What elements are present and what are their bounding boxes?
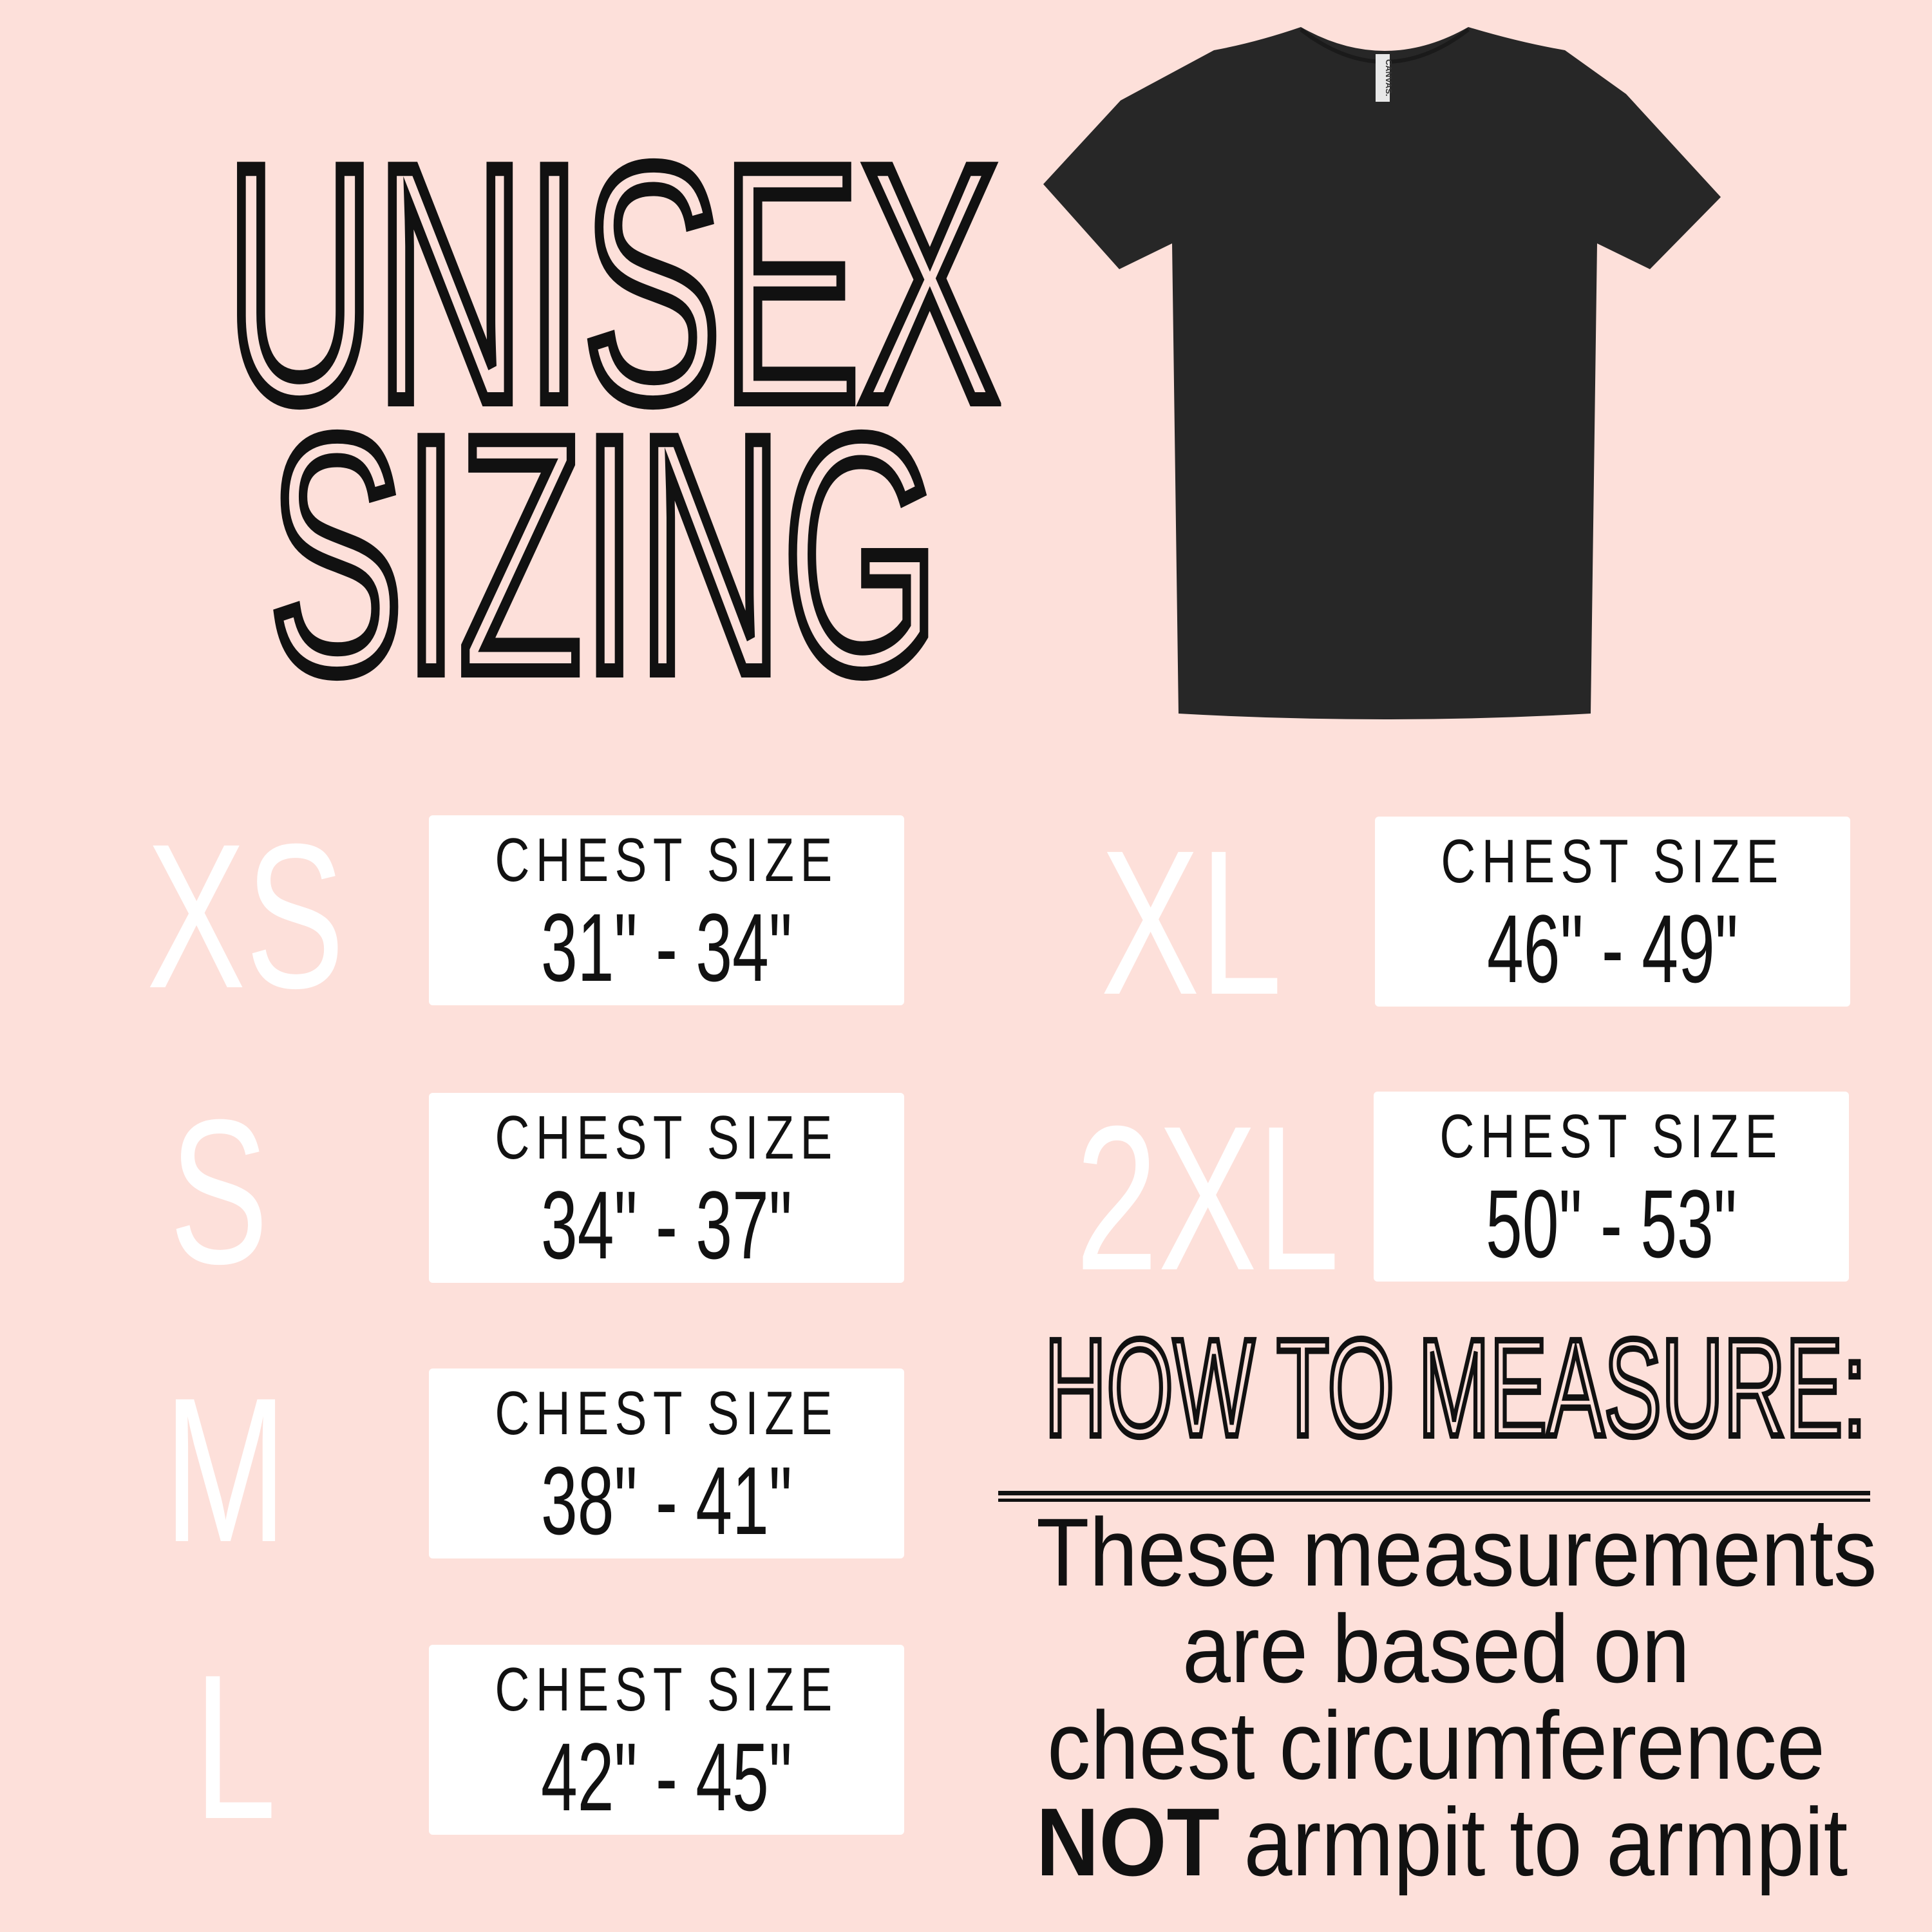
chest-size-range: 50" - 53" [1486,1170,1737,1278]
tshirt-tag [1376,54,1390,102]
chest-size-range: 46" - 49" [1487,895,1738,1003]
title-unisex: UNISEX [221,97,1003,471]
chest-size-caption: CHEST SIZE [495,1655,838,1724]
tshirt-tag-text: CANVAS. [1384,59,1394,97]
instruction-line-1: These measurements [1036,1498,1877,1606]
measure-instructions: These measurements are based on chest ci… [992,1504,1880,1890]
size-label-xl: XL [1101,807,1282,1037]
tshirt-image: CANVAS. [1043,27,1721,719]
tshirt-body [1043,27,1721,719]
instruction-line-4: NOT armpit to armpit [1036,1794,1848,1890]
chest-size-caption: CHEST SIZE [1441,827,1785,896]
chest-size-range: 38" - 41" [541,1446,792,1555]
chest-size-range: 42" - 45" [541,1723,792,1831]
chest-size-range: 34" - 37" [541,1171,792,1279]
not-emphasis: NOT [1036,1788,1220,1896]
chest-size-caption: CHEST SIZE [495,1103,838,1172]
size-label-xs: XS [146,800,345,1031]
chest-size-range: 31" - 34" [541,893,792,1001]
size-box-xl: CHEST SIZE 46" - 49" [1375,817,1850,1007]
divider-line-top [998,1491,1870,1495]
title-sizing: SIZING [265,368,943,742]
size-label-l: L [193,1631,277,1862]
how-to-measure-heading: HOW TO MEASURE: [1043,1310,1869,1465]
divider-line-bottom [998,1499,1870,1502]
size-box-m: CHEST SIZE 38" - 41" [429,1368,904,1558]
instruction-line-4-rest: armpit to armpit [1219,1788,1848,1896]
size-box-2xl: CHEST SIZE 50" - 53" [1374,1092,1849,1282]
instruction-line-3: chest circumference [1047,1691,1825,1799]
size-label-m: M [164,1354,287,1585]
chest-size-caption: CHEST SIZE [495,826,838,895]
instruction-line-2: are based on [1182,1595,1690,1703]
size-label-s: S [169,1076,269,1307]
chest-size-caption: CHEST SIZE [1439,1102,1783,1171]
size-box-xs: CHEST SIZE 31" - 34" [429,815,904,1005]
size-box-s: CHEST SIZE 34" - 37" [429,1093,904,1283]
chest-size-caption: CHEST SIZE [495,1379,838,1448]
size-box-l: CHEST SIZE 42" - 45" [429,1645,904,1835]
size-label-2xl: 2XL [1075,1083,1340,1313]
